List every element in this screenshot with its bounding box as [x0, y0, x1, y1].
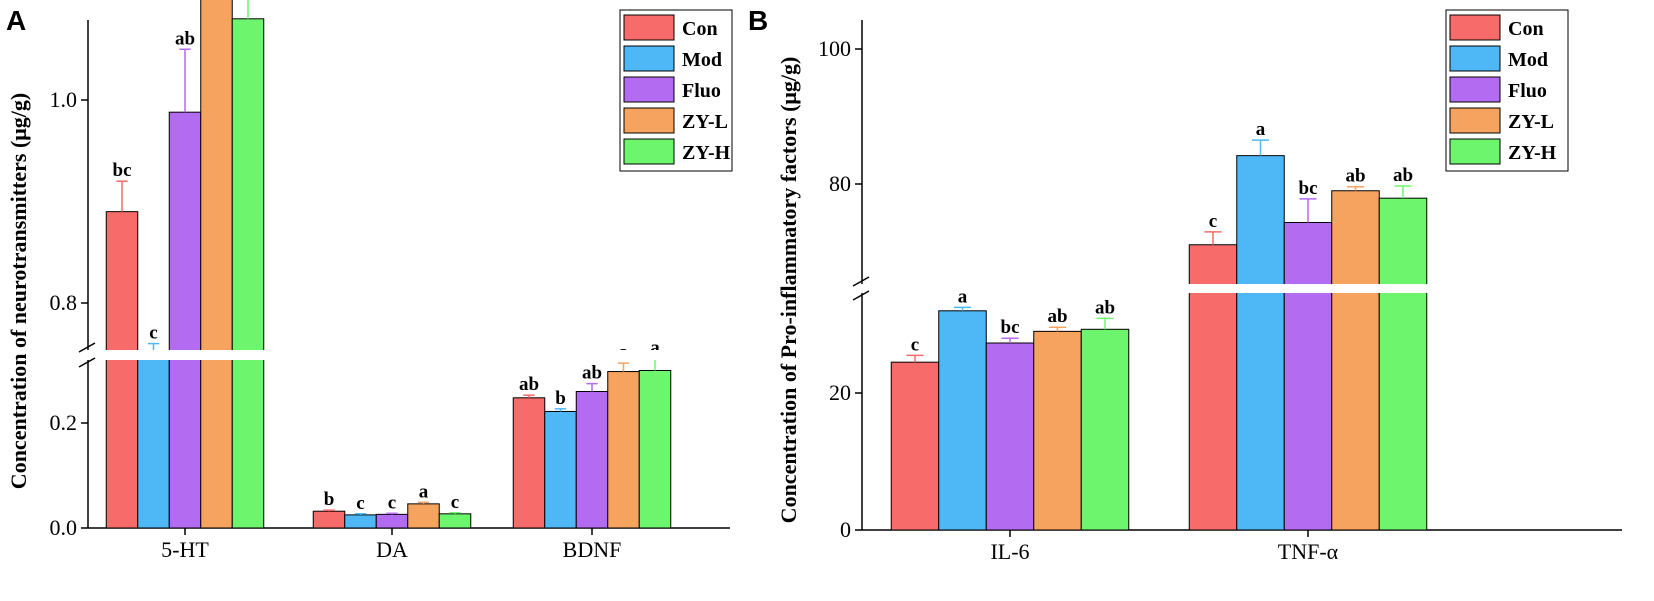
legend-label: ZY-L [1508, 111, 1554, 133]
significance-label: ab [519, 374, 539, 395]
significance-label: a [650, 337, 660, 358]
legend-swatch [1449, 76, 1501, 103]
bar [938, 310, 987, 531]
bar [890, 361, 940, 531]
y-tick-label: 100 [818, 36, 851, 61]
legend-label: Mod [1508, 49, 1548, 71]
bar [407, 503, 440, 529]
bar [200, 0, 233, 529]
legend-swatch [1449, 107, 1501, 134]
significance-label: b [324, 489, 335, 510]
y-tick-label: 0.8 [50, 290, 78, 315]
significance-label: ab [1393, 165, 1413, 186]
legend-label: ZY-H [1508, 142, 1557, 164]
legend-label: ZY-H [682, 142, 731, 164]
bar [1236, 155, 1285, 531]
legend-swatch [623, 107, 675, 134]
panel-b-legend: Con Mod Fluo ZY-L ZY-H [1445, 9, 1569, 172]
significance-label: ab [175, 28, 195, 49]
axis-break-mark [78, 342, 96, 353]
legend-label: ZY-L [682, 111, 728, 133]
significance-label: c [149, 323, 157, 344]
significance-label: b [555, 388, 566, 409]
significance-label: c [388, 492, 396, 513]
x-tick-label: DA [376, 537, 408, 562]
bar [438, 513, 472, 529]
significance-label: bc [113, 160, 132, 181]
panel-a: A Concentration of neurotransmitters (μg… [6, 0, 733, 562]
bar [512, 397, 546, 529]
legend-swatch [623, 138, 675, 165]
bar [607, 371, 640, 529]
y-tick-label: 1.0 [50, 87, 78, 112]
significance-label: a [1256, 119, 1266, 140]
legend-swatch [1449, 45, 1501, 72]
legend-label: Fluo [1508, 80, 1547, 102]
significance-label: c [911, 334, 919, 355]
bar [1378, 197, 1428, 531]
significance-label: c [451, 492, 459, 513]
significance-label: ab [1345, 166, 1365, 187]
significance-label: c [356, 493, 364, 514]
legend-label: Con [1508, 18, 1544, 40]
legend-swatch [1449, 138, 1501, 165]
bar [575, 391, 609, 529]
bar [1283, 221, 1333, 531]
significance-label: a [958, 286, 968, 307]
panel-a-letter: A [6, 5, 26, 36]
legend-swatch [1449, 14, 1501, 41]
x-tick-label: IL-6 [990, 539, 1029, 564]
bar [985, 342, 1035, 531]
panel-b: B Concentration of Pro-inflammatory fact… [748, 5, 1622, 564]
significance-label: a [419, 481, 429, 502]
bar [231, 18, 265, 529]
legend-label: Con [682, 18, 718, 40]
bar [344, 514, 377, 529]
significance-label: ab [582, 363, 602, 384]
bar [168, 111, 202, 529]
panel-b-plot: 0 20 80 100 c a bc ab ab IL-6 c a bc ab ab TNF-α [818, 20, 1622, 564]
bar [1033, 330, 1082, 531]
y-tick-label: 20 [829, 380, 851, 405]
legend-swatch [623, 14, 675, 41]
panel-a-plot: 0.00.20.81.01.2bccabaa5-HTbccacDAabbabaa… [50, 0, 730, 562]
legend-label: Fluo [682, 80, 721, 102]
x-tick-label: BDNF [563, 537, 622, 562]
bar [375, 513, 409, 529]
axis-break-gap [76, 350, 730, 360]
legend-swatch [623, 76, 675, 103]
bar [105, 211, 139, 529]
panel-a-y-axis-label: Concentration of neurotransmitters (μg/g… [6, 93, 31, 489]
x-tick-label: TNF-α [1278, 539, 1339, 564]
y-tick-label: 80 [829, 171, 851, 196]
significance-label: bc [1001, 317, 1020, 338]
legend-swatch [623, 45, 675, 72]
bar [312, 510, 346, 529]
significance-label: c [1209, 211, 1217, 232]
axis-break-gap [850, 284, 1622, 293]
y-tick-label: 0.0 [50, 515, 78, 540]
axis-break-mark [852, 276, 870, 287]
panel-b-letter: B [748, 5, 768, 36]
panel-b-y-axis-label: Concentration of Pro-inflammatory factor… [776, 57, 801, 524]
bar [1331, 190, 1380, 531]
significance-label: ab [1095, 297, 1115, 318]
axis-break-mark [852, 290, 870, 301]
x-tick-label: 5-HT [161, 537, 209, 562]
bar [1080, 328, 1130, 531]
significance-label: bc [1299, 178, 1318, 199]
axis-break-mark [78, 357, 96, 368]
legend-label: Mod [682, 49, 722, 71]
bar [544, 410, 577, 529]
y-tick-label: 0 [840, 517, 851, 542]
y-tick-label: 0.2 [50, 410, 78, 435]
bar [638, 370, 672, 529]
panel-a-legend: Con Mod Fluo ZY-L ZY-H [619, 9, 733, 172]
bar [137, 351, 170, 529]
significance-label: ab [1047, 306, 1067, 327]
